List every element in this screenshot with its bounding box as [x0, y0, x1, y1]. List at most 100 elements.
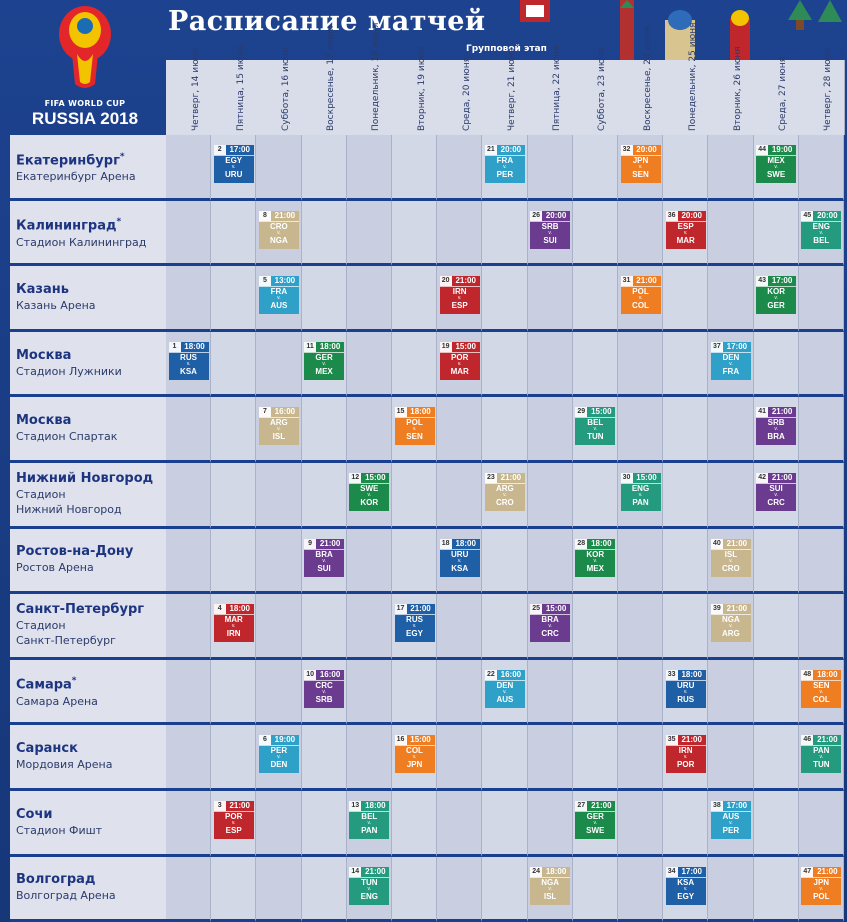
match-away-team: GER	[767, 301, 785, 311]
match-number: 8	[258, 210, 271, 221]
match-versus: v.	[322, 688, 326, 695]
schedule-cell	[527, 331, 573, 398]
match-card[interactable]: 17 21:00 RUS v. EGY	[394, 604, 435, 643]
schedule-cell	[798, 331, 844, 398]
match-time: 18:00	[455, 538, 476, 548]
match-time: 15:00	[636, 473, 657, 482]
match-card[interactable]: 18 18:00 URU v. KSA	[439, 538, 480, 577]
match-number: 20	[439, 276, 452, 287]
match-card[interactable]: 24 18:00 NGA v. ISL	[530, 866, 571, 905]
match-card[interactable]: 43 17:00 KOR v. GER	[756, 276, 797, 315]
match-card[interactable]: 5 13:00 FRA v. AUS	[258, 276, 299, 315]
match-card[interactable]: 45 20:00 ENG v. BEL	[801, 210, 842, 249]
venue-label: Волгоград Волгоград Арена	[10, 856, 166, 922]
match-card[interactable]: 3 21:00 POR v. ESP	[213, 801, 254, 839]
day-label: Вторник, 19 июня	[416, 46, 427, 131]
match-card[interactable]: 31 21:00 POL v. COL	[620, 276, 661, 315]
match-card[interactable]: 4 18:00 MAR v. IRN	[213, 604, 254, 643]
match-card[interactable]: 26 20:00 SRB v. SUI	[530, 210, 571, 249]
match-card[interactable]: 35 21:00 IRN v. POR	[665, 735, 706, 774]
match-home-team: PAN	[813, 746, 830, 756]
match-versus: v.	[503, 688, 507, 695]
schedule-cell	[482, 200, 528, 267]
match-time: 21:00	[726, 538, 748, 548]
schedule-cell	[437, 200, 483, 267]
match-card[interactable]: 42 21:00 SUI v. CRC	[756, 473, 797, 511]
match-card[interactable]: 25 15:00 BRA v. CRC	[530, 604, 571, 643]
schedule-cell	[618, 594, 664, 660]
match-card[interactable]: 14 21:00 TUN v. ENG	[349, 866, 390, 905]
schedule-cell	[301, 266, 347, 332]
match-card[interactable]: 2 17:00 EGY v. URU	[213, 145, 254, 183]
venue-stadium: Ростов Арена	[16, 561, 94, 575]
match-card[interactable]: 11 18:00 GER v. MEX	[304, 341, 345, 380]
match-number: 32	[620, 145, 633, 155]
match-number: 4	[213, 604, 226, 615]
match-header: 28 18:00	[575, 538, 616, 550]
match-card[interactable]: 6 19:00 PER v. DEN	[258, 735, 299, 774]
match-card[interactable]: 27 21:00 GER v. SWE	[575, 801, 616, 839]
match-home-team: RUS	[180, 352, 197, 362]
match-header: 17 21:00	[394, 604, 435, 616]
venue-city: Москва	[16, 348, 166, 364]
match-number: 42	[756, 473, 769, 483]
match-card[interactable]: 38 17:00 AUS v. PER	[710, 801, 751, 839]
day-header: Понедельник, 25 июня	[663, 23, 710, 135]
match-card[interactable]: 28 18:00 KOR v. MEX	[575, 538, 616, 577]
match-card[interactable]: 1 18:00 RUS v. KSA	[168, 341, 209, 380]
match-home-team: POL	[632, 287, 649, 297]
match-number: 33	[665, 669, 678, 680]
match-card[interactable]: 37 17:00 DEN v. FRA	[710, 341, 751, 380]
schedule-cell	[753, 331, 799, 398]
day-label: Пятница, 22 июня	[552, 45, 563, 131]
match-card[interactable]: 23 21:00 ARG v. CRO	[484, 473, 525, 511]
match-number: 43	[756, 276, 769, 287]
match-card[interactable]: 40 21:00 ISL v. CRO	[710, 538, 751, 577]
venue-city: Нижний Новгород	[16, 471, 166, 487]
match-card[interactable]: 41 21:00 SRB v. BRA	[756, 407, 797, 446]
match-header: 20 21:00	[439, 276, 480, 288]
match-card[interactable]: 10 16:00 CRC v. SRB	[304, 669, 345, 708]
match-card[interactable]: 7 16:00 ARG v. ISL	[258, 407, 299, 446]
day-header: Вторник, 26 июня	[708, 46, 755, 135]
match-card[interactable]: 22 16:00 DEN v. AUS	[484, 669, 525, 708]
match-card[interactable]: 13 18:00 BEL v. PAN	[349, 801, 390, 839]
match-card[interactable]: 32 20:00 JPN v. SEN	[620, 145, 661, 183]
match-card[interactable]: 16 15:00 COL v. JPN	[394, 735, 435, 774]
match-card[interactable]: 36 20:00 ESP v. MAR	[665, 210, 706, 249]
day-header: Суббота, 16 июня	[256, 47, 303, 135]
match-card[interactable]: 39 21:00 NGA v. ARG	[710, 604, 751, 643]
venue-label: Нижний Новгород Стадион Нижний Новгород	[10, 463, 166, 529]
match-number: 17	[394, 604, 407, 615]
match-card[interactable]: 44 19:00 MEX v. SWE	[756, 145, 797, 183]
match-card[interactable]: 29 15:00 BEL v. TUN	[575, 407, 616, 446]
match-time: 21:00	[771, 473, 793, 482]
match-number: 11	[304, 341, 317, 352]
match-card[interactable]: 33 18:00 URU v. RUS	[665, 669, 706, 708]
schedule-cell	[572, 659, 618, 726]
match-card[interactable]: 15 18:00 POL v. SEN	[394, 407, 435, 446]
schedule-cell	[482, 791, 528, 857]
match-card[interactable]: 46 21:00 PAN v. TUN	[801, 735, 842, 774]
match-card[interactable]: 21 20:00 FRA v. PER	[484, 145, 525, 183]
match-card[interactable]: 30 15:00 ENG v. PAN	[620, 473, 661, 511]
venue-city-name: Волгоград	[16, 872, 96, 888]
match-versus: v.	[774, 426, 778, 433]
match-card[interactable]: 19 15:00 POR v. MAR	[439, 341, 480, 380]
match-header: 41 21:00	[756, 407, 797, 419]
match-card[interactable]: 12 15:00 SWE v. KOR	[349, 473, 390, 511]
match-card[interactable]: 9 21:00 BRA v. SUI	[304, 538, 345, 577]
match-number: 26	[530, 210, 543, 221]
match-header: 46 21:00	[801, 735, 842, 747]
match-card[interactable]: 48 18:00 SEN v. COL	[801, 669, 842, 708]
match-card[interactable]: 47 21:00 JPN v. POL	[801, 866, 842, 905]
day-header: Суббота, 23 июня	[572, 47, 619, 135]
match-away-team: MAR	[676, 235, 695, 245]
match-away-team: ISL	[543, 891, 557, 901]
match-versus: v.	[638, 492, 643, 498]
match-card[interactable]: 20 21:00 IRN v. ESP	[439, 276, 480, 315]
match-card[interactable]: 34 17:00 KSA v. EGY	[665, 866, 706, 905]
schedule-cell	[166, 725, 212, 791]
match-versus: v.	[774, 295, 778, 302]
match-card[interactable]: 8 21:00 CRO v. NGA	[258, 210, 299, 249]
